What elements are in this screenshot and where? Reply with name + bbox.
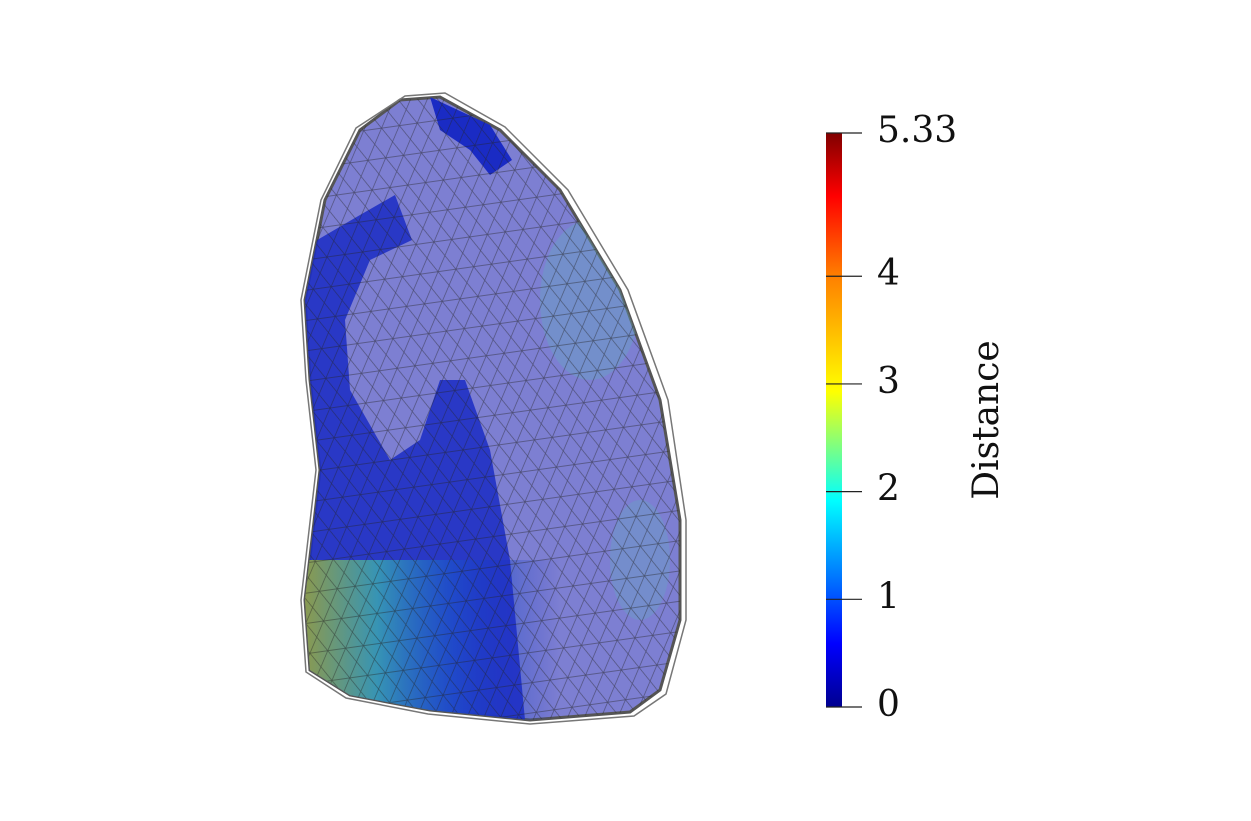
colorbar: Distance 0 1 2 3 4 5.33 (826, 110, 1007, 725)
tick-label: 3 (877, 361, 900, 402)
tick-label: 5.33 (877, 110, 957, 151)
tick-label: 4 (877, 253, 900, 294)
colorbar-gradient (826, 133, 842, 707)
tick-label: 1 (877, 576, 900, 617)
tick-label: 2 (877, 469, 900, 510)
lung-model (300, 92, 687, 725)
colorbar-title: Distance (966, 340, 1007, 499)
tick-label: 0 (877, 684, 900, 725)
